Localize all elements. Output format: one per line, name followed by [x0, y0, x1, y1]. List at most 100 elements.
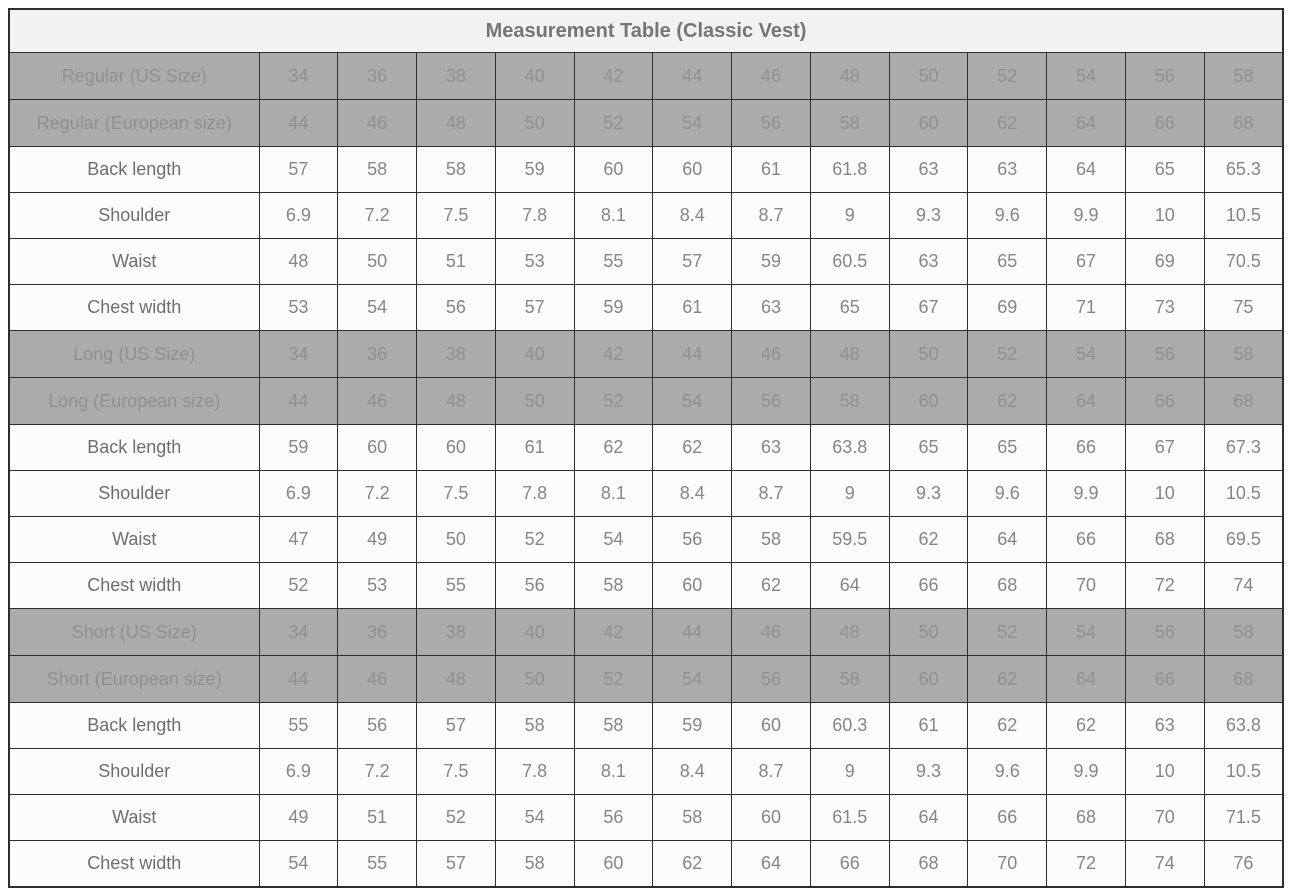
measurement-row: Back length 55 56 57 58 58 59 60 60.3 61 62 62 63 63.…	[8, 702, 1284, 749]
value-cell: 8.4	[652, 192, 733, 239]
value-cell: 57	[494, 284, 575, 331]
value-cell: 9.6	[967, 192, 1048, 239]
size-row-label: Long (European size)	[8, 377, 260, 425]
value-cell: 57	[258, 146, 339, 193]
value-cell: 65	[967, 424, 1048, 471]
measurement-row: Chest width 52 53 55 56 58 60 62 64 66 68 70 72 74	[8, 562, 1284, 609]
value-cell: 75	[1203, 284, 1284, 331]
value-cell: 58	[1203, 330, 1284, 378]
value-cell: 7.8	[494, 470, 575, 517]
value-cell: 58	[652, 794, 733, 841]
size-row-label: Short (US Size)	[8, 608, 260, 656]
value-cell: 63	[731, 284, 811, 331]
measurement-row: Waist 47 49 50 52 54 56 58 59.5 62 64 66 68 69.5	[8, 516, 1284, 563]
measurement-label: Shoulder	[8, 470, 260, 517]
value-cell: 68	[1203, 377, 1284, 425]
size-row-label: Regular (European size)	[8, 99, 260, 147]
value-cell: 50	[494, 377, 575, 425]
value-cell: 38	[416, 330, 496, 378]
value-cell: 52	[258, 562, 339, 609]
value-cell: 71	[1046, 284, 1126, 331]
value-cell: 59	[258, 424, 339, 471]
value-cell: 64	[731, 840, 811, 887]
value-cell: 58	[809, 655, 890, 703]
value-cell: 64	[888, 794, 969, 841]
value-cell: 7.2	[337, 748, 418, 795]
table-title-row: Measurement Table (Classic Vest)	[8, 8, 1284, 53]
value-cell: 61	[494, 424, 575, 471]
value-cell: 9	[809, 748, 890, 795]
value-cell: 48	[416, 377, 496, 425]
value-cell: 59	[731, 238, 811, 285]
value-cell: 65	[888, 424, 969, 471]
value-cell: 9	[809, 192, 890, 239]
value-cell: 62	[888, 516, 969, 563]
value-cell: 69	[967, 284, 1048, 331]
measurement-label: Waist	[8, 516, 260, 563]
value-cell: 59	[573, 284, 654, 331]
value-cell: 48	[416, 655, 496, 703]
value-cell: 56	[1124, 330, 1205, 378]
value-cell: 62	[967, 702, 1048, 749]
value-cell: 7.5	[416, 748, 496, 795]
size-row-european: Regular (European size) 44 46 48 50 52 54 56 58 6…	[8, 99, 1284, 147]
value-cell: 50	[494, 655, 575, 703]
value-cell: 58	[731, 516, 811, 563]
measurement-label: Chest width	[8, 562, 260, 609]
value-cell: 44	[258, 655, 339, 703]
value-cell: 59	[652, 702, 733, 749]
value-cell: 56	[652, 516, 733, 563]
value-cell: 56	[573, 794, 654, 841]
value-cell: 42	[573, 330, 654, 378]
value-cell: 68	[1203, 99, 1284, 147]
value-cell: 58	[337, 146, 418, 193]
value-cell: 58	[809, 377, 890, 425]
value-cell: 67	[1124, 424, 1205, 471]
value-cell: 9.9	[1046, 192, 1126, 239]
value-cell: 61.8	[809, 146, 890, 193]
value-cell: 64	[1046, 655, 1126, 703]
value-cell: 68	[1124, 516, 1205, 563]
value-cell: 54	[337, 284, 418, 331]
value-cell: 72	[1046, 840, 1126, 887]
value-cell: 65	[1124, 146, 1205, 193]
value-cell: 59.5	[809, 516, 890, 563]
value-cell: 58	[573, 702, 654, 749]
size-row-us: Short (US Size) 34 36 38 40 42 44 46 48 50 52 54 56 5…	[8, 608, 1284, 656]
value-cell: 7.2	[337, 470, 418, 517]
value-cell: 34	[258, 608, 339, 656]
value-cell: 6.9	[258, 748, 339, 795]
measurement-row: Shoulder 6.9 7.2 7.5 7.8 8.1 8.4 8.7 9 9.3 9.6 9.9 1…	[8, 748, 1284, 795]
value-cell: 8.7	[731, 470, 811, 517]
measurement-label: Chest width	[8, 840, 260, 887]
value-cell: 56	[337, 702, 418, 749]
value-cell: 62	[573, 424, 654, 471]
value-cell: 74	[1203, 562, 1284, 609]
value-cell: 9.3	[888, 470, 969, 517]
value-cell: 66	[1124, 655, 1205, 703]
value-cell: 58	[416, 146, 496, 193]
value-cell: 40	[494, 608, 575, 656]
value-cell: 57	[416, 702, 496, 749]
value-cell: 67	[1046, 238, 1126, 285]
value-cell: 56	[731, 99, 811, 147]
value-cell: 54	[1046, 330, 1126, 378]
value-cell: 65	[967, 238, 1048, 285]
value-cell: 40	[494, 330, 575, 378]
value-cell: 10.5	[1203, 748, 1284, 795]
value-cell: 70	[1046, 562, 1126, 609]
value-cell: 54	[1046, 52, 1126, 100]
measurement-row: Waist 48 50 51 53 55 57 59 60.5 63 65 67 69 70.5	[8, 238, 1284, 285]
measurement-label: Waist	[8, 238, 260, 285]
value-cell: 52	[967, 330, 1048, 378]
value-cell: 8.1	[573, 470, 654, 517]
measurement-row: Chest width 53 54 56 57 59 61 63 65 67 69 71 73 75	[8, 284, 1284, 331]
value-cell: 62	[967, 377, 1048, 425]
value-cell: 7.5	[416, 470, 496, 517]
value-cell: 8.4	[652, 748, 733, 795]
value-cell: 63	[888, 146, 969, 193]
measurement-label: Back length	[8, 702, 260, 749]
value-cell: 49	[258, 794, 339, 841]
value-cell: 53	[258, 284, 339, 331]
